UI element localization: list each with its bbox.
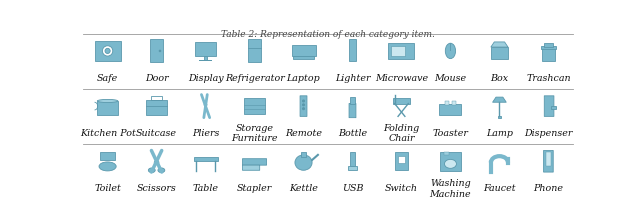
FancyBboxPatch shape xyxy=(243,165,260,170)
Bar xyxy=(395,152,408,170)
Bar xyxy=(546,152,551,166)
Text: Safe: Safe xyxy=(97,74,118,83)
Bar xyxy=(452,101,456,105)
Bar xyxy=(248,39,261,62)
Text: Mouse: Mouse xyxy=(435,74,467,83)
Circle shape xyxy=(102,46,113,56)
Bar xyxy=(440,103,461,115)
Bar xyxy=(291,45,316,56)
Text: Switch: Switch xyxy=(385,184,418,193)
Ellipse shape xyxy=(158,168,164,172)
Circle shape xyxy=(302,103,305,106)
Bar xyxy=(491,47,508,59)
FancyBboxPatch shape xyxy=(543,151,553,172)
Text: Storage
Furniture: Storage Furniture xyxy=(231,124,278,143)
Text: Kettle: Kettle xyxy=(289,184,318,193)
Bar xyxy=(95,41,120,61)
Text: Table 2: Representation of each category item.: Table 2: Representation of each category… xyxy=(221,30,435,39)
Circle shape xyxy=(302,99,305,103)
Text: Trashcan: Trashcan xyxy=(526,74,571,83)
Text: Folding
Chair: Folding Chair xyxy=(383,124,420,143)
Text: Suitcase: Suitcase xyxy=(136,129,177,138)
Bar xyxy=(100,152,115,160)
Bar xyxy=(551,106,556,109)
Text: Laptop: Laptop xyxy=(287,74,321,83)
Circle shape xyxy=(302,107,305,110)
Text: Scissors: Scissors xyxy=(137,184,177,193)
Bar xyxy=(541,46,556,49)
Bar xyxy=(398,156,405,163)
Text: Refrigerator: Refrigerator xyxy=(225,74,284,83)
Bar xyxy=(350,97,355,104)
Bar xyxy=(444,152,449,155)
Bar xyxy=(349,152,355,166)
Text: Door: Door xyxy=(145,74,168,83)
Polygon shape xyxy=(493,97,506,102)
Text: USB: USB xyxy=(342,184,364,193)
Bar xyxy=(147,100,167,115)
Ellipse shape xyxy=(295,155,312,170)
Bar xyxy=(349,39,356,61)
Text: Table: Table xyxy=(193,184,218,193)
Circle shape xyxy=(204,103,207,107)
Bar xyxy=(292,56,314,59)
Bar xyxy=(97,101,118,115)
Text: Washing
Machine: Washing Machine xyxy=(429,179,471,198)
Bar xyxy=(391,46,405,56)
Text: Stapler: Stapler xyxy=(237,184,272,193)
Text: Dispenser: Dispenser xyxy=(524,129,573,138)
Bar xyxy=(193,157,218,161)
Text: Bottle: Bottle xyxy=(338,129,367,138)
Bar xyxy=(445,101,449,105)
Ellipse shape xyxy=(444,159,456,168)
Bar xyxy=(152,96,162,100)
Bar xyxy=(195,42,216,56)
Ellipse shape xyxy=(148,168,155,172)
FancyBboxPatch shape xyxy=(243,159,266,165)
Text: Phone: Phone xyxy=(533,184,563,193)
Bar xyxy=(244,98,265,114)
Text: Display: Display xyxy=(188,74,223,83)
Text: Lamp: Lamp xyxy=(486,129,513,138)
Bar xyxy=(150,39,163,62)
Bar xyxy=(348,166,357,170)
Bar xyxy=(388,43,415,59)
FancyBboxPatch shape xyxy=(349,103,356,118)
Bar xyxy=(440,151,461,171)
Text: Faucet: Faucet xyxy=(483,184,516,193)
Bar xyxy=(542,48,555,61)
Bar xyxy=(301,152,306,157)
Bar xyxy=(198,60,212,61)
FancyBboxPatch shape xyxy=(300,96,307,116)
Bar xyxy=(393,98,410,103)
Text: Remote: Remote xyxy=(285,129,322,138)
FancyBboxPatch shape xyxy=(544,96,554,116)
Text: Toaster: Toaster xyxy=(433,129,468,138)
Bar xyxy=(544,43,552,47)
Circle shape xyxy=(159,50,161,52)
Bar xyxy=(204,56,207,60)
Circle shape xyxy=(154,160,159,165)
Ellipse shape xyxy=(445,43,456,59)
Text: Lighter: Lighter xyxy=(335,74,370,83)
Text: Microwave: Microwave xyxy=(375,74,428,83)
Bar xyxy=(498,116,501,118)
Text: Pliers: Pliers xyxy=(192,129,220,138)
Text: Kitchen Pot: Kitchen Pot xyxy=(79,129,136,138)
Ellipse shape xyxy=(99,162,116,171)
Text: Box: Box xyxy=(490,74,509,83)
Text: Toilet: Toilet xyxy=(94,184,121,193)
Ellipse shape xyxy=(97,99,118,103)
Circle shape xyxy=(105,48,110,54)
Polygon shape xyxy=(491,42,508,47)
